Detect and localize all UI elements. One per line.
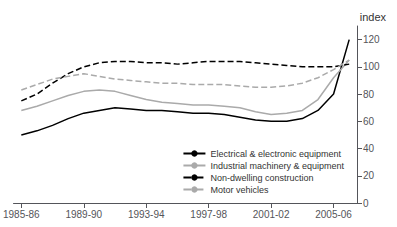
svg-text:1989-90: 1989-90: [65, 209, 102, 220]
svg-text:100: 100: [363, 61, 380, 72]
svg-text:40: 40: [363, 143, 375, 154]
svg-text:120: 120: [363, 34, 380, 45]
svg-text:Electrical & electronic equipm: Electrical & electronic equipment: [210, 149, 341, 159]
svg-text:2001-02: 2001-02: [253, 209, 290, 220]
svg-text:Industrial machinery & equipme: Industrial machinery & equipment: [210, 161, 344, 171]
svg-text:80: 80: [363, 89, 375, 100]
svg-text:60: 60: [363, 116, 375, 127]
svg-text:2005-06: 2005-06: [315, 209, 352, 220]
svg-text:20: 20: [363, 170, 375, 181]
svg-text:Motor vehicles: Motor vehicles: [210, 185, 269, 195]
svg-text:1993-94: 1993-94: [128, 209, 165, 220]
svg-text:1985-86: 1985-86: [3, 209, 40, 220]
svg-text:index: index: [360, 11, 387, 23]
svg-text:1997-98: 1997-98: [190, 209, 227, 220]
svg-text:Non-dwelling construction: Non-dwelling construction: [210, 173, 313, 183]
svg-text:0: 0: [363, 198, 369, 209]
